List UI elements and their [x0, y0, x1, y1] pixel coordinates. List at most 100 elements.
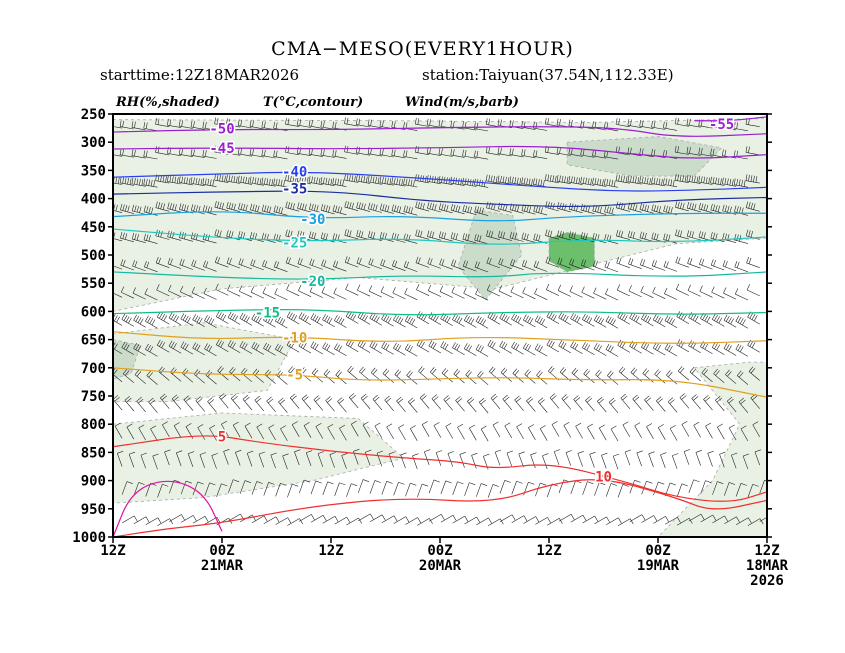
- barb-feather: [399, 318, 404, 325]
- barb-feather: [607, 316, 612, 323]
- barb-shaft: [216, 316, 229, 324]
- barb-shaft: [533, 155, 548, 159]
- wind-barb: [526, 396, 536, 412]
- barb-feather: [618, 174, 620, 182]
- barb-shaft: [266, 400, 276, 412]
- barb-shaft: [653, 516, 666, 524]
- barb-feather: [182, 342, 187, 349]
- wind-barb: [717, 423, 725, 440]
- wind-barb: [263, 516, 280, 524]
- barb-feather: [190, 148, 193, 156]
- barb-feather: [351, 175, 354, 182]
- barb-feather: [563, 421, 570, 426]
- barb-feather: [226, 118, 228, 125]
- barb-feather: [641, 148, 644, 155]
- barb-feather: [339, 482, 346, 486]
- barb-feather: [574, 343, 579, 350]
- wind-barb: [511, 515, 528, 523]
- barb-shaft: [634, 425, 642, 439]
- barb-feather: [465, 369, 470, 376]
- barb-feather: [707, 450, 714, 454]
- barb-feather: [733, 122, 736, 129]
- barb-feather: [415, 146, 417, 153]
- barb-feather: [723, 342, 728, 349]
- barb-feather: [335, 369, 340, 376]
- barb-feather: [701, 367, 707, 374]
- barb-feather: [666, 344, 671, 351]
- wind-barb: [192, 516, 209, 524]
- y-tick-label: 800: [81, 417, 106, 433]
- barb-feather: [247, 450, 254, 454]
- barb-feather: [456, 398, 463, 403]
- wind-barb: [309, 285, 323, 298]
- barb-feather: [583, 260, 587, 267]
- wind-barb: [627, 175, 642, 185]
- wind-barb: [723, 342, 737, 356]
- barb-feather: [562, 342, 567, 349]
- wind-barb: [490, 393, 501, 410]
- barb-shaft: [747, 484, 753, 498]
- wind-barb: [416, 311, 430, 325]
- barb-feather: [242, 176, 245, 183]
- wind-barb: [523, 516, 540, 524]
- wind-barb: [176, 450, 183, 467]
- wind-barb: [178, 176, 193, 186]
- barb-feather: [504, 422, 511, 427]
- barb-shaft: [612, 456, 619, 470]
- barb-feather: [656, 233, 659, 241]
- barb-shaft: [180, 515, 194, 523]
- wind-barb: [180, 515, 197, 523]
- wind-barb: [155, 118, 170, 127]
- barb-feather: [181, 203, 184, 211]
- barb-shaft: [393, 516, 406, 524]
- barb-feather: [635, 204, 638, 211]
- barb-shaft: [381, 481, 387, 495]
- wind-barb: [263, 314, 276, 328]
- barb-feather: [589, 451, 596, 455]
- barb-feather: [605, 288, 609, 295]
- barb-shaft: [569, 208, 583, 214]
- barb-feather: [669, 345, 673, 352]
- barb-feather: [634, 396, 640, 402]
- barb-feather: [220, 341, 225, 348]
- barb-feather: [157, 230, 161, 237]
- barb-feather: [681, 483, 688, 487]
- wind-barb: [428, 340, 442, 354]
- barb-feather: [565, 450, 573, 453]
- barb-feather: [136, 371, 142, 377]
- wind-barb: [173, 422, 182, 438]
- barb-feather: [129, 451, 136, 455]
- barb-feather: [573, 232, 576, 239]
- barb-feather: [575, 397, 581, 402]
- wind-barb: [582, 481, 594, 495]
- barb-feather: [370, 176, 372, 183]
- barb-feather: [485, 174, 488, 181]
- barb-feather: [309, 231, 312, 238]
- barb-feather: [211, 453, 218, 456]
- barb-feather: [698, 175, 701, 183]
- rh-region-70: [548, 232, 595, 273]
- wind-barb: [634, 422, 642, 439]
- barb-shaft: [417, 483, 423, 498]
- barb-feather: [280, 179, 283, 187]
- barb-feather: [427, 257, 431, 264]
- barb-feather: [470, 318, 475, 325]
- barb-shaft: [683, 451, 690, 465]
- barb-feather: [624, 449, 632, 453]
- barb-feather: [571, 231, 574, 239]
- barb-feather: [263, 314, 267, 321]
- wind-barb: [558, 312, 571, 325]
- barb-shaft: [362, 424, 371, 438]
- barb-shaft: [374, 425, 383, 439]
- barb-shaft: [687, 263, 701, 269]
- wind-barb: [639, 203, 654, 214]
- contour-line--15: [113, 309, 767, 316]
- wind-barb: [393, 314, 406, 328]
- barb-feather: [729, 178, 732, 186]
- barb-shaft: [124, 400, 135, 412]
- barb-feather: [376, 450, 384, 454]
- wind-barb: [416, 283, 430, 296]
- wind-barb: [512, 368, 524, 383]
- wind-barb: [408, 397, 418, 413]
- barb-feather: [580, 148, 583, 155]
